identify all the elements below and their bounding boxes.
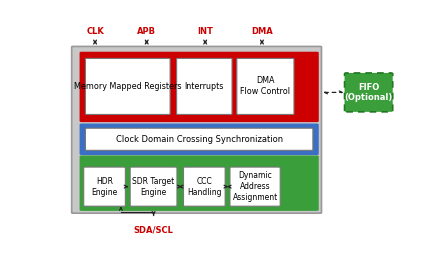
- FancyBboxPatch shape: [80, 156, 318, 210]
- FancyBboxPatch shape: [237, 58, 294, 114]
- Text: DMA
Flow Control: DMA Flow Control: [240, 76, 290, 96]
- Text: APB: APB: [137, 27, 156, 36]
- FancyBboxPatch shape: [80, 52, 318, 121]
- FancyBboxPatch shape: [230, 167, 280, 206]
- Text: CCC
Handling: CCC Handling: [187, 177, 222, 197]
- Text: Dynamic
Address
Assignment: Dynamic Address Assignment: [233, 171, 278, 202]
- FancyBboxPatch shape: [80, 124, 318, 154]
- FancyBboxPatch shape: [183, 167, 225, 206]
- FancyBboxPatch shape: [85, 128, 313, 150]
- Text: Memory Mapped Registers: Memory Mapped Registers: [74, 82, 182, 91]
- FancyBboxPatch shape: [177, 58, 232, 114]
- Text: HDR
Engine: HDR Engine: [91, 177, 118, 197]
- Text: SDR Target
Engine: SDR Target Engine: [132, 177, 174, 197]
- Text: DMA: DMA: [251, 27, 273, 36]
- Text: SDA/SCL: SDA/SCL: [134, 226, 174, 234]
- FancyBboxPatch shape: [71, 46, 321, 213]
- Text: INT: INT: [197, 27, 213, 36]
- Text: Interrupts: Interrupts: [185, 82, 224, 91]
- FancyBboxPatch shape: [84, 167, 125, 206]
- Text: Clock Domain Crossing Synchronization: Clock Domain Crossing Synchronization: [115, 135, 283, 144]
- Text: CLK: CLK: [86, 27, 104, 36]
- FancyBboxPatch shape: [345, 73, 392, 112]
- FancyBboxPatch shape: [130, 167, 177, 206]
- Text: FIFO
(Optional): FIFO (Optional): [345, 83, 393, 102]
- FancyBboxPatch shape: [85, 58, 170, 114]
